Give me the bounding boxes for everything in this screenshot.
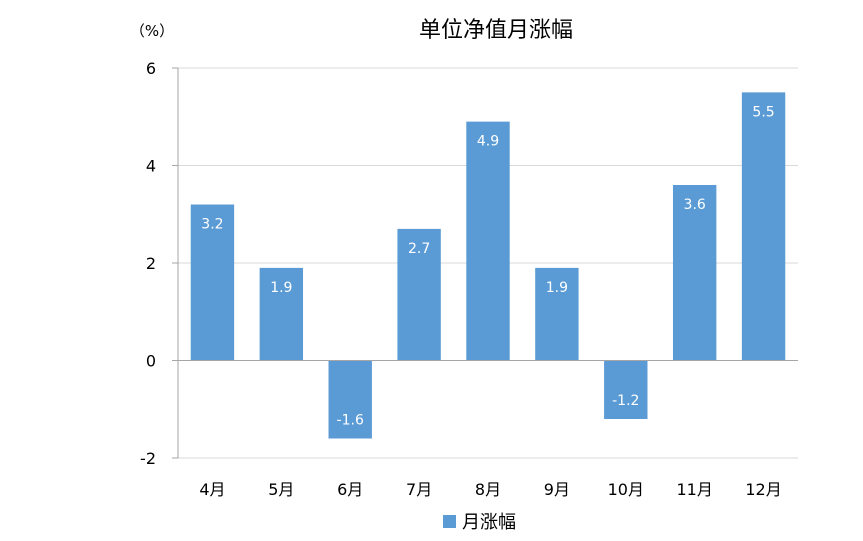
data-label: 4.9	[477, 134, 499, 150]
bar	[259, 267, 304, 361]
x-tick-label: 12月	[745, 480, 781, 499]
y-tick-label: 4	[146, 157, 156, 176]
x-tick-label: 4月	[199, 480, 225, 499]
y-tick-label: 2	[146, 254, 156, 273]
x-tick-label: 5月	[268, 480, 294, 499]
data-label: -1.2	[612, 393, 639, 409]
y-tick-label: -2	[140, 449, 156, 468]
legend-label: 月涨幅	[462, 512, 516, 533]
x-tick-label: 7月	[406, 480, 432, 499]
data-label: -1.6	[337, 413, 364, 429]
y-tick-label: 6	[146, 59, 156, 78]
x-tick-label: 10月	[608, 480, 644, 499]
data-label: 5.5	[752, 104, 774, 120]
bar	[741, 92, 786, 361]
bar	[397, 228, 441, 361]
legend-swatch	[443, 515, 456, 528]
data-label: 1.9	[546, 280, 568, 296]
x-tick-label: 8月	[475, 480, 501, 499]
bar	[604, 360, 648, 419]
data-label: 1.9	[270, 280, 292, 296]
x-tick-label: 11月	[676, 480, 712, 499]
bar	[466, 121, 510, 361]
chart-title: 单位净值月涨幅	[419, 18, 573, 43]
bars	[190, 92, 786, 439]
bar	[535, 267, 579, 361]
legend: 月涨幅	[443, 512, 516, 533]
y-tick-labels: -2 0 2 4 6	[140, 59, 156, 468]
data-label: 2.7	[408, 241, 430, 257]
bar	[190, 204, 235, 361]
y-axis-unit-label: （%）	[130, 22, 174, 40]
bar	[328, 360, 372, 439]
x-tick-label: 9月	[544, 480, 570, 499]
x-tick-label: 6月	[337, 480, 363, 499]
data-label: 3.6	[684, 197, 706, 213]
bar	[672, 185, 717, 361]
data-labels: 3.2 1.9 -1.6 2.7 4.9 1.9 -1.2 3.6 5.5	[201, 104, 774, 428]
y-tick-label: 0	[146, 352, 156, 371]
data-label: 3.2	[201, 217, 223, 233]
axes	[172, 67, 798, 459]
x-tick-labels: 4月 5月 6月 7月 8月 9月 10月 11月 12月	[199, 480, 781, 499]
